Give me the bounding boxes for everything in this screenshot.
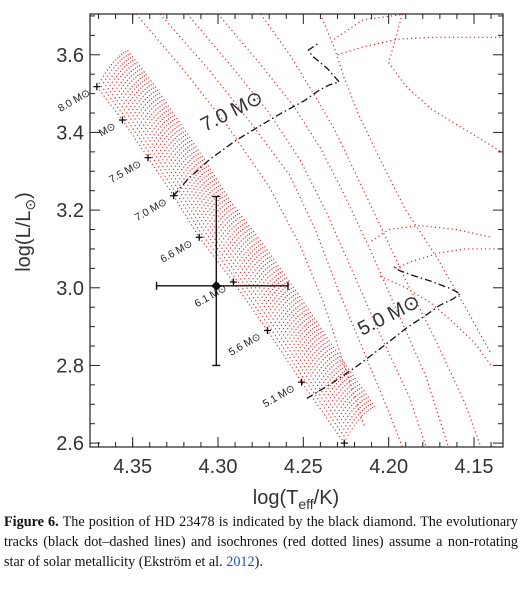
hr-diagram: 8.0 M⊙M⊙7.5 M⊙7.0 M⊙6.6 M⊙6.1 M⊙5.6 M⊙5.… xyxy=(13,13,504,510)
zams-isochrone xyxy=(110,63,360,422)
x-tick-label: 4.25 xyxy=(284,456,323,478)
caption-tail: ). xyxy=(254,554,263,570)
y-tick-label: 2.8 xyxy=(56,355,84,377)
isochrone xyxy=(337,36,502,56)
isochrone xyxy=(260,14,482,447)
zams-isochrone xyxy=(112,61,362,419)
isochrone xyxy=(371,225,492,242)
y-tick-label: 3.6 xyxy=(56,45,84,67)
isochrone xyxy=(319,14,492,355)
zams-mass-label: M⊙ xyxy=(97,120,118,139)
zams-isochrone xyxy=(100,78,349,437)
isochrone xyxy=(159,14,403,447)
isochrone xyxy=(186,14,427,447)
zams-isochrone xyxy=(106,69,355,427)
zams-isochrone-band xyxy=(96,49,376,444)
x-tick-label: 4.30 xyxy=(199,456,238,478)
x-tick-label: 4.20 xyxy=(369,456,408,478)
axes: 4.35 4.30 4.25 4.20 4.15 2.6 2.8 3.0 3.2 3.4 3.6 xyxy=(56,14,503,478)
citation-link[interactable]: 2012 xyxy=(226,554,255,570)
y-tick-label: 3.0 xyxy=(56,278,84,300)
caption-figure-label: Figure 6. xyxy=(4,514,59,530)
caption-text: The position of HD 23478 is indicated by… xyxy=(4,514,518,570)
zams-mass-label: 8.0 M⊙ xyxy=(56,87,93,115)
zams-isochrone xyxy=(96,86,345,444)
star-diamond xyxy=(211,280,222,291)
zams-isochrone xyxy=(123,52,372,410)
plot-frame xyxy=(89,13,504,448)
zams-isochrone xyxy=(98,82,347,440)
zams-isochrone xyxy=(116,57,366,415)
hd23478-position xyxy=(155,195,289,367)
zams-mass-label: 7.0 M⊙ xyxy=(133,196,170,224)
zams-isochrone xyxy=(114,59,364,417)
zams-isochrone xyxy=(120,53,370,411)
isochrone xyxy=(395,248,502,269)
x-tick-label: 4.35 xyxy=(113,456,152,478)
isochrone xyxy=(387,14,502,153)
zams-isochrone xyxy=(127,49,376,408)
zams-isochrone xyxy=(104,72,353,430)
zams-mass-markers xyxy=(93,83,348,447)
isochrone xyxy=(333,14,406,40)
y-axis-label: log(L/L⊙) xyxy=(13,192,38,272)
evolutionary-track xyxy=(306,264,462,400)
isochrone-lines xyxy=(135,14,502,447)
zams-isochrone xyxy=(108,66,358,424)
track-label-7: 7.0 M⊙ xyxy=(197,87,266,137)
zams-mass-label: 5.6 M⊙ xyxy=(227,331,264,359)
y-tick-label: 2.6 xyxy=(56,433,84,455)
evolutionary-tracks xyxy=(173,42,462,400)
evolutionary-track xyxy=(173,42,341,197)
zams-mass-label: 7.5 M⊙ xyxy=(107,158,144,186)
zams-isochrone xyxy=(118,55,368,413)
x-axis-label: log(Teff/K) xyxy=(253,487,339,510)
figure-caption: Figure 6. The position of HD 23478 is in… xyxy=(4,512,518,572)
zams-isochrone xyxy=(102,75,351,433)
zams-mass-label: 5.1 M⊙ xyxy=(261,382,298,410)
y-tick-label: 3.2 xyxy=(56,200,84,222)
zams-isochrone xyxy=(125,50,374,409)
y-tick-label: 3.4 xyxy=(56,122,84,144)
x-tick-label: 4.15 xyxy=(455,456,494,478)
zams-mass-label: 6.6 M⊙ xyxy=(158,237,195,265)
